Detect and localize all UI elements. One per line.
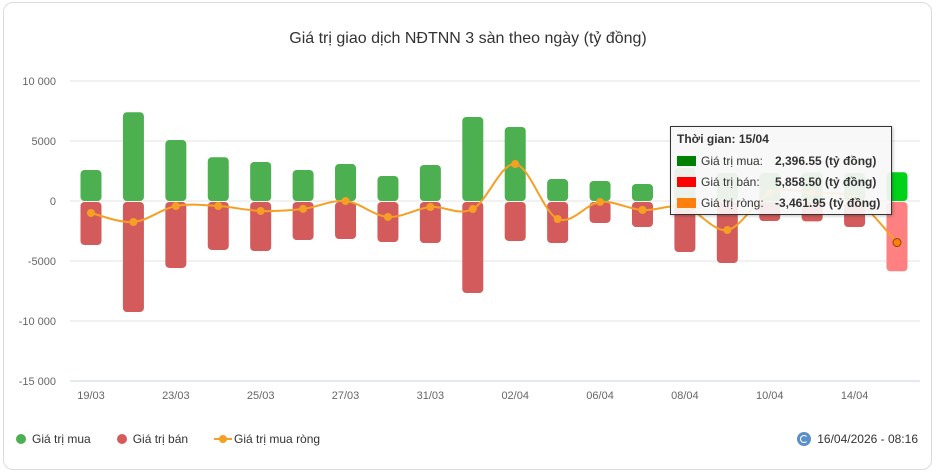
net-point[interactable] [171, 202, 180, 211]
tooltip-title: Thời gian: 15/04 [677, 132, 769, 146]
tooltip-row-net: Giá trị ròng: -3,461.95 (tỷ đồng) [677, 192, 885, 213]
sell-bar[interactable] [886, 202, 908, 272]
tooltip-value: 5,858.50 (tỷ đồng) [775, 174, 877, 189]
buy-bar[interactable] [292, 170, 314, 201]
x-tick-label: 31/03 [417, 390, 445, 402]
sell-bar[interactable] [165, 202, 187, 268]
net-point[interactable] [383, 212, 392, 221]
net-point[interactable] [511, 160, 520, 169]
sell-bar[interactable] [207, 202, 229, 250]
buy-bar[interactable] [631, 183, 653, 201]
tooltip-row-buy: Giá trị mua: 2,396.55 (tỷ đồng) [677, 150, 885, 171]
net-point[interactable] [256, 206, 265, 215]
timestamp-text: 16/04/2026 - 08:16 [817, 432, 918, 446]
buy-bar[interactable] [165, 140, 187, 201]
buy-bar[interactable] [80, 170, 102, 201]
sell-swatch-icon [677, 176, 696, 187]
tooltip-label: Giá trị bán: [701, 174, 760, 189]
legend-item-net[interactable]: Giá trị mua ròng [214, 432, 320, 446]
sell-bar[interactable] [250, 202, 272, 252]
sell-bar[interactable] [631, 202, 653, 228]
buy-bar[interactable] [377, 176, 399, 201]
net-point[interactable] [129, 218, 138, 226]
net-point[interactable] [341, 197, 350, 205]
x-tick-label: 19/03 [77, 390, 105, 402]
sell-bar[interactable] [122, 202, 144, 312]
buy-bar[interactable] [250, 162, 272, 201]
sell-bar[interactable] [462, 202, 484, 294]
sell-bar[interactable] [504, 202, 526, 241]
net-point[interactable] [87, 209, 95, 217]
tooltip-value: 2,396.55 (tỷ đồng) [775, 153, 877, 168]
y-tick-label: 10 000 [22, 76, 56, 88]
buy-bar[interactable] [462, 117, 484, 201]
red-dot-icon [116, 434, 127, 444]
chart-legend: Giá trị mua Giá trị bán Giá trị mua ròng [16, 432, 346, 446]
y-tick-label: -15 000 [19, 376, 56, 388]
green-dot-icon [16, 434, 26, 444]
x-tick-label: 27/03 [332, 390, 360, 402]
buy-bar[interactable] [589, 180, 611, 201]
tooltip-value: -3,461.95 (tỷ đồng) [775, 195, 881, 210]
y-tick-label: -5000 [28, 256, 56, 268]
net-point[interactable] [468, 205, 477, 214]
legend-label: Giá trị mua [32, 432, 91, 446]
net-point[interactable] [892, 238, 902, 248]
net-point[interactable] [723, 226, 732, 235]
tooltip-label: Giá trị ròng: [701, 195, 764, 210]
refresh-icon[interactable] [797, 432, 812, 446]
y-tick-label: 5000 [32, 136, 56, 148]
y-tick-label: 0 [50, 196, 56, 208]
buy-bar[interactable] [419, 165, 441, 201]
buy-bar[interactable] [335, 164, 357, 201]
sell-bar[interactable] [377, 202, 399, 243]
buy-swatch-icon [677, 155, 696, 166]
tooltip-row-sell: Giá trị bán: 5,858.50 (tỷ đồng) [677, 171, 885, 192]
net-point[interactable] [553, 215, 562, 223]
y-tick-label: -10 000 [19, 316, 56, 328]
line-marker-icon [214, 434, 233, 444]
x-tick-label: 06/04 [586, 390, 614, 402]
buy-bar[interactable] [547, 179, 569, 201]
sell-bar[interactable] [419, 202, 441, 243]
net-point[interactable] [426, 203, 435, 211]
chart-tooltip: Thời gian: 15/04 Giá trị mua: 2,396.55 (… [670, 126, 892, 215]
buy-bar[interactable] [207, 157, 229, 201]
buy-bar[interactable] [122, 112, 144, 201]
x-tick-label: 02/04 [501, 390, 529, 402]
sell-bar[interactable] [80, 202, 102, 246]
net-point[interactable] [638, 206, 647, 214]
legend-item-sell[interactable]: Giá trị bán [116, 432, 189, 446]
x-tick-label: 10/04 [756, 390, 784, 402]
x-tick-label: 23/03 [162, 390, 190, 402]
x-tick-label: 08/04 [671, 390, 699, 402]
x-tick-label: 14/04 [841, 390, 869, 402]
sell-bar[interactable] [335, 202, 357, 240]
sell-bar[interactable] [292, 202, 314, 240]
chart-title: Giá trị giao dịch NĐTNN 3 sàn theo ngày … [289, 30, 647, 47]
net-point[interactable] [299, 204, 308, 213]
legend-item-buy[interactable]: Giá trị mua [16, 432, 91, 446]
net-point[interactable] [214, 202, 223, 211]
legend-label: Giá trị bán [132, 432, 189, 446]
update-timestamp: 16/04/2026 - 08:16 [797, 432, 918, 446]
legend-label: Giá trị mua ròng [234, 432, 321, 446]
sell-bar[interactable] [589, 202, 611, 223]
net-point[interactable] [596, 197, 605, 206]
x-tick-label: 25/03 [247, 390, 275, 402]
tooltip-label: Giá trị mua: [701, 153, 764, 168]
net-swatch-icon [677, 197, 696, 208]
